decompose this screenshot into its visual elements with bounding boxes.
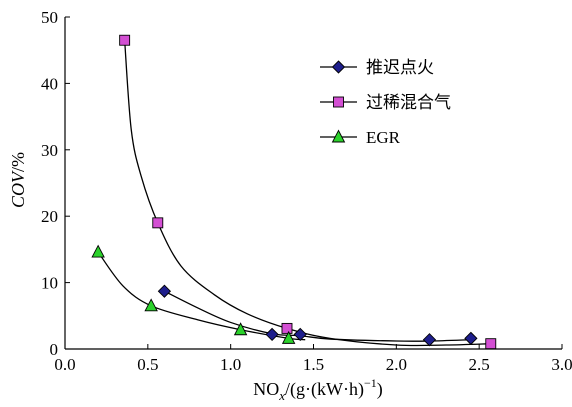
legend-marker: [331, 129, 346, 143]
series-3-point: [91, 244, 105, 258]
y-tick-label: 40: [41, 74, 58, 93]
series-1-curve: [164, 290, 471, 342]
x-tick-label: 2.0: [386, 355, 407, 374]
series-3-point: [233, 322, 248, 336]
legend-marker: [331, 60, 346, 74]
series-3-point: [281, 330, 296, 344]
legend-marker: [333, 96, 344, 108]
y-tick-label: 50: [41, 8, 58, 27]
x-tick-label: 3.0: [551, 355, 572, 374]
y-tick-label: 20: [41, 207, 58, 226]
y-tick-label: 30: [41, 141, 58, 160]
data-markers: [91, 34, 497, 350]
series-2-point: [485, 338, 497, 350]
x-tick-label: 2.5: [469, 355, 490, 374]
series-1-point: [265, 327, 279, 342]
legend-label: EGR: [366, 128, 401, 147]
x-tick-label: 0.5: [137, 355, 158, 374]
fitted-curves: [97, 40, 491, 347]
y-tick-label: 0: [50, 340, 59, 359]
series-2-point: [119, 34, 131, 46]
x-tick-label: 1.0: [220, 355, 241, 374]
legend-label: 推迟点火: [366, 58, 434, 78]
axes: 0.0 0.5 1.0 1.5 2.0 2.5 3.0 0 10 20 30 40 50: [41, 8, 572, 374]
series-1-point: [422, 333, 437, 347]
x-tick-label: 1.5: [303, 355, 324, 374]
x-tick-label: 0.0: [54, 355, 75, 374]
series-1-point: [464, 331, 478, 346]
series-2-point: [152, 217, 164, 229]
y-tick-label: 10: [41, 274, 58, 293]
legend-label: 过稀混合气: [366, 93, 451, 113]
series-1-point: [157, 284, 172, 298]
y-axis-title: COV/%: [8, 152, 28, 208]
x-axis-title: NOx/(g·(kW·h)−1): [253, 376, 383, 403]
series-1-point: [293, 327, 307, 342]
series-3-point: [144, 298, 158, 312]
series-3-curve: [97, 251, 306, 341]
series-2-point: [281, 322, 293, 334]
series-2-curve: [123, 40, 491, 347]
